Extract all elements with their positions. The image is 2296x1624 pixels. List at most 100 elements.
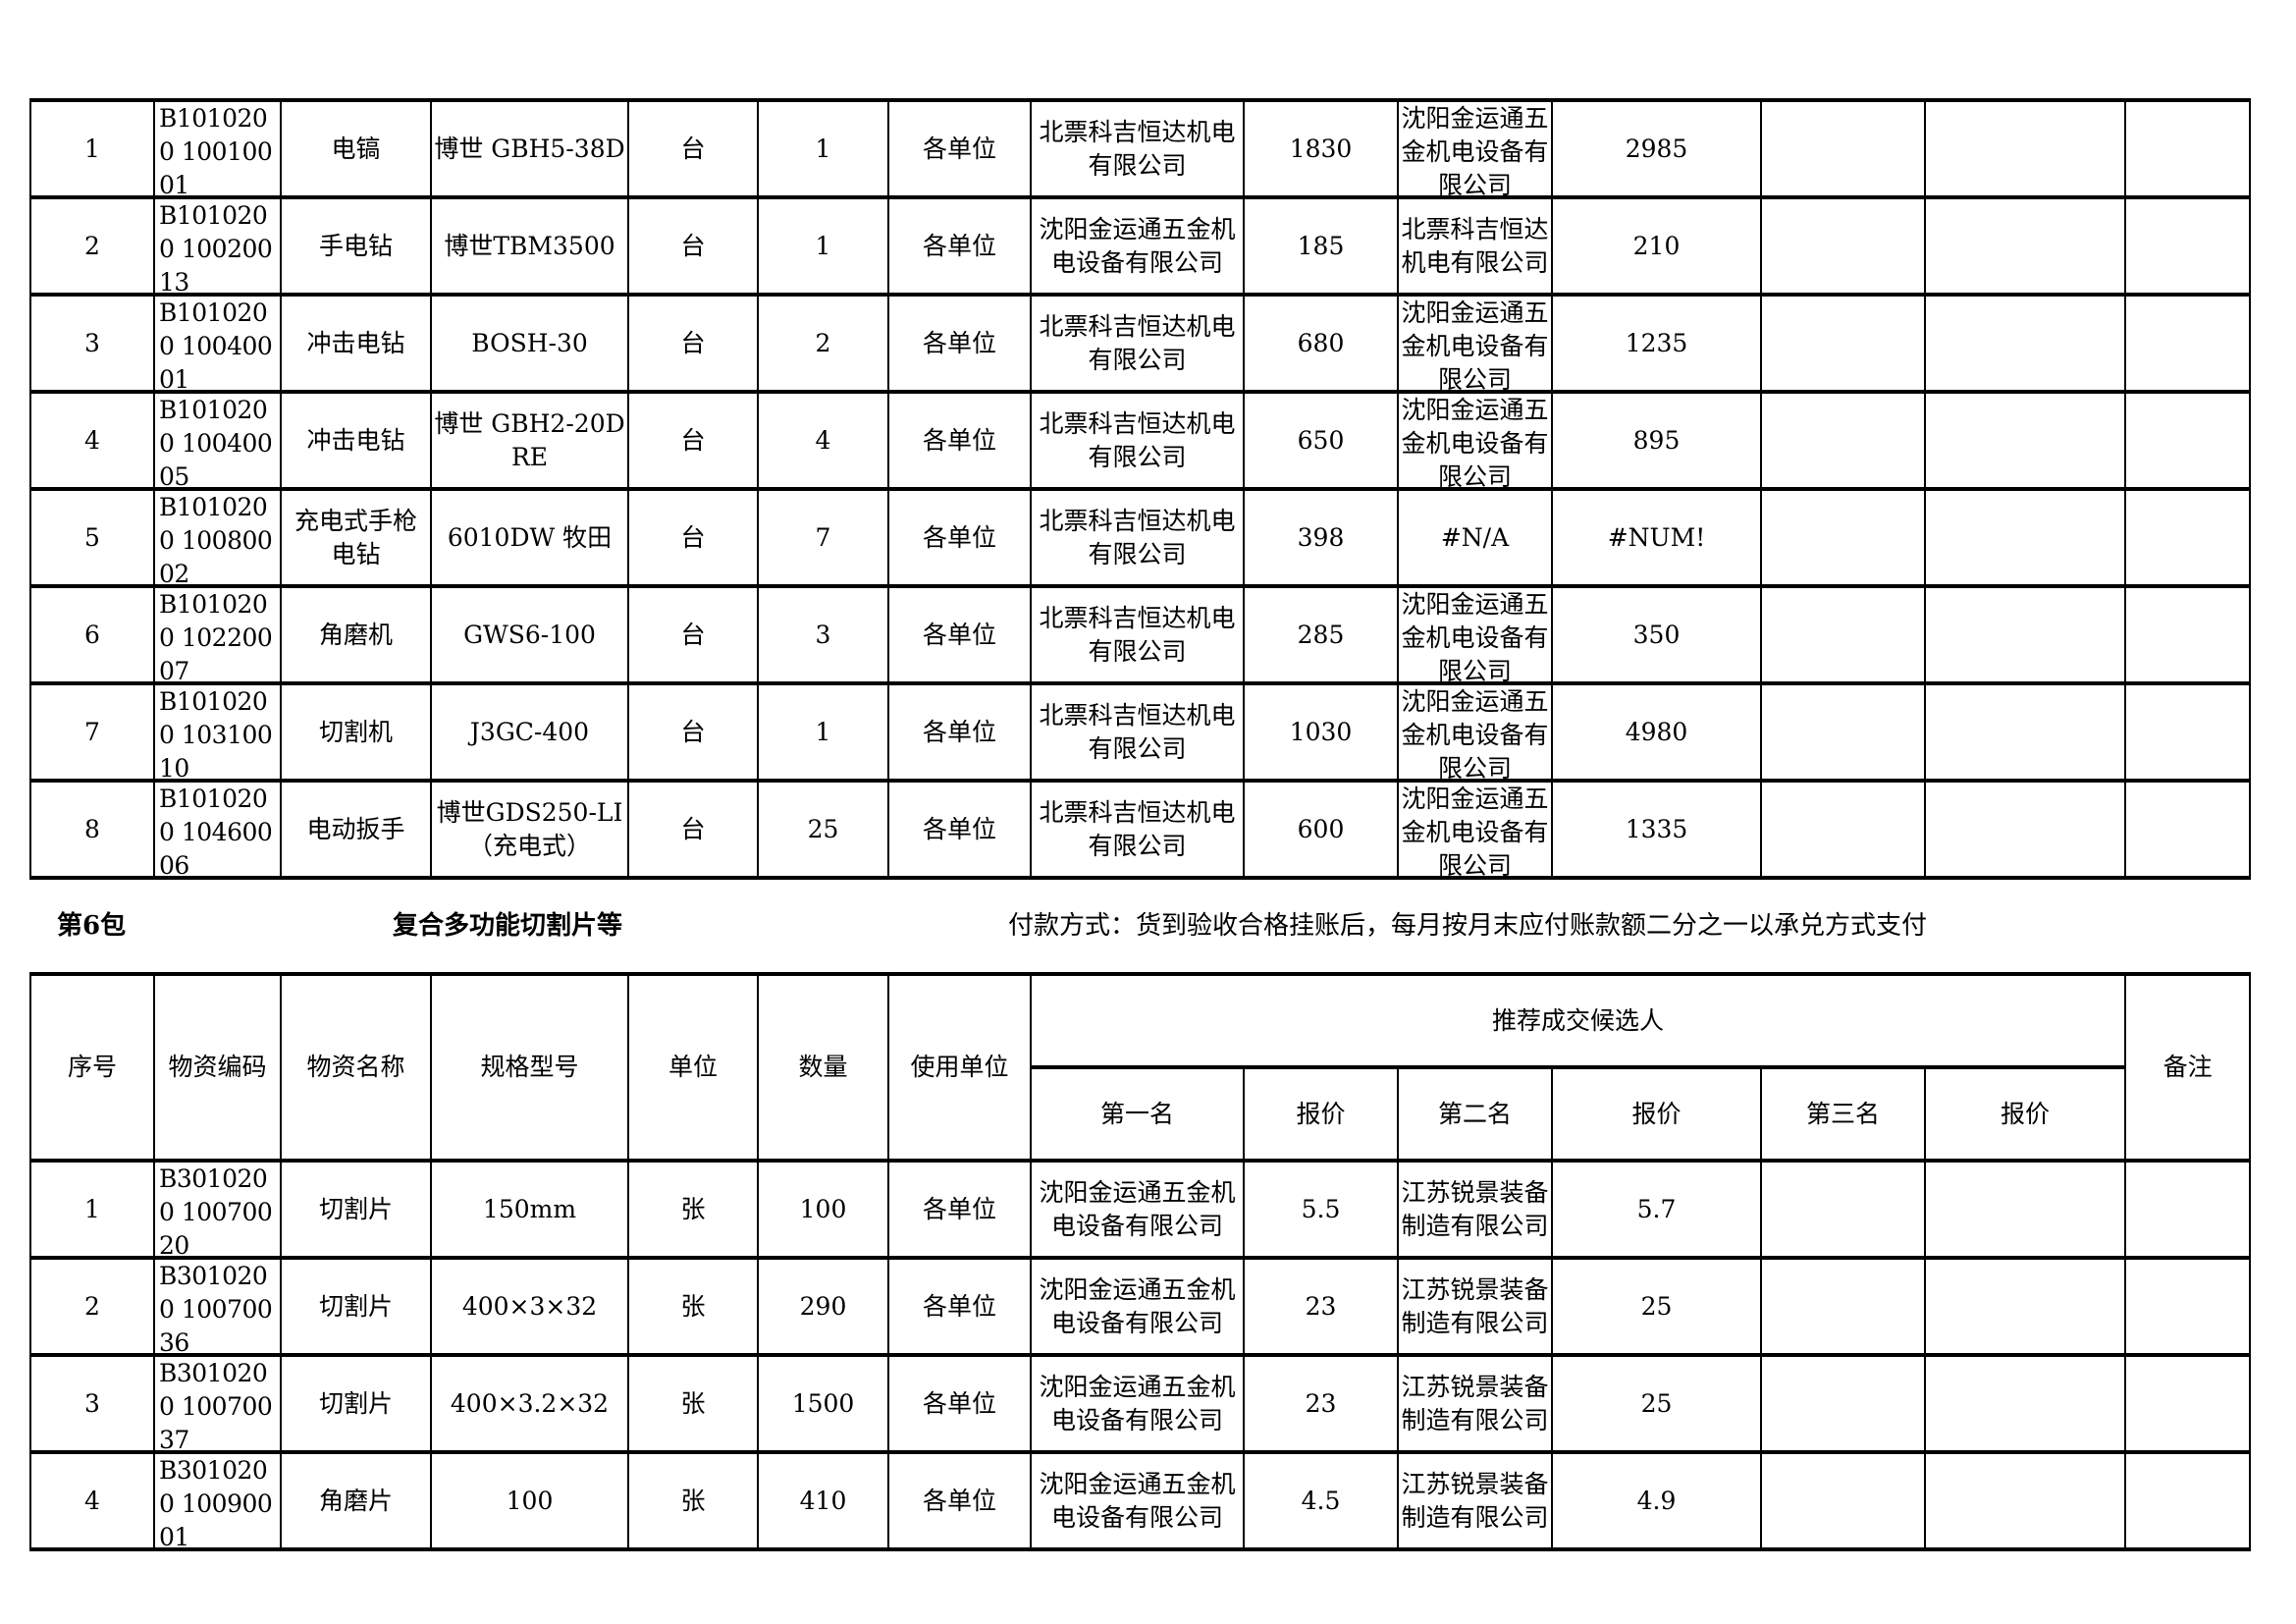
cell-name: 电动扳手 (280, 779, 432, 880)
cell-price3 (1924, 98, 2126, 199)
header-name: 物资名称 (280, 972, 432, 1163)
cell-unit: 台 (627, 293, 759, 394)
cell-qty-text: 1500 (791, 1388, 855, 1418)
cell-unit: 张 (627, 1159, 759, 1260)
cell-price2: 350 (1551, 584, 1762, 685)
table-row: 2 B1010200 10020013 手电钻 博世TBM3500 台 1 各单位 沈阳金运通… (29, 195, 2251, 297)
cell-first-text: 北票科吉恒达机电有限公司 (1039, 700, 1236, 763)
table-row: 1 B3010200 10070020 切割片 150mm 张 100 各单位 沈阳金运通五金… (29, 1159, 2252, 1260)
cell-name: 角磨片 (280, 1450, 432, 1551)
table-row: 2 B3010200 10070036 切割片 400×3×32 张 290 各单位 沈阳金运… (29, 1256, 2252, 1357)
cell-second: 沈阳金运通五金机电设备有限公司 (1397, 779, 1553, 880)
cell-first: 沈阳金运通五金机电设备有限公司 (1030, 195, 1245, 297)
cell-spec-text: 博世TBM3500 (444, 231, 615, 260)
cell-unit: 张 (627, 1353, 759, 1454)
cell-unit: 台 (627, 779, 759, 880)
header-first: 第一名 (1030, 1065, 1245, 1163)
cell-unit-text: 台 (680, 522, 706, 552)
cell-second: 沈阳金运通五金机电设备有限公司 (1397, 390, 1553, 491)
cell-spec: 6010DW 牧田 (430, 487, 629, 588)
cell-remark (2124, 1159, 2252, 1260)
cell-code: B1010200 10080002 (153, 487, 282, 588)
cell-code-text: B3010200 10090001 (159, 1456, 273, 1547)
table-row: 3 B1010200 10040001 冲击电钻 BOSH-30 台 2 各单位 北票科吉恒达… (29, 293, 2251, 394)
cell-price1: 23 (1243, 1256, 1399, 1357)
package-5-table: 1 B1010200 10010001 电镐 博世 GBH5-38D 台 1 各单位 北票科吉… (29, 98, 2251, 880)
cell-price2: 5.7 (1551, 1159, 1762, 1260)
header-price2: 报价 (1551, 1065, 1762, 1163)
cell-price2-text: 2985 (1625, 134, 1688, 163)
cell-qty: 290 (757, 1256, 889, 1357)
cell-unit: 台 (627, 681, 759, 783)
cell-price1: 600 (1243, 779, 1399, 880)
cell-name: 切割片 (280, 1159, 432, 1260)
cell-no: 4 (29, 390, 155, 491)
cell-remark (2124, 98, 2251, 199)
cell-no: 3 (29, 1353, 155, 1454)
cell-remark (2124, 584, 2251, 685)
cell-spec: 150mm (430, 1159, 629, 1260)
cell-user: 各单位 (887, 195, 1032, 297)
cell-third (1760, 779, 1926, 880)
cell-no: 2 (29, 1256, 155, 1357)
cell-first: 沈阳金运通五金机电设备有限公司 (1030, 1159, 1245, 1260)
cell-unit: 台 (627, 98, 759, 199)
cell-price2-text: 1235 (1625, 328, 1688, 357)
cell-unit-text: 台 (680, 814, 706, 843)
cell-code: B1010200 10460006 (153, 779, 282, 880)
cell-first-text: 沈阳金运通五金机电设备有限公司 (1039, 1177, 1236, 1240)
cell-second-text: 北票科吉恒达机电有限公司 (1401, 214, 1549, 277)
cell-second-text: #N/A (1440, 522, 1510, 552)
cell-price1: 680 (1243, 293, 1399, 394)
cell-price1-text: 285 (1297, 620, 1345, 649)
cell-price3 (1923, 1353, 2127, 1454)
cell-user: 各单位 (887, 779, 1032, 880)
table-row: 4 B3010200 10090001 角磨片 100 张 410 各单位 沈阳金运通五金机电… (29, 1450, 2252, 1551)
cell-remark (2124, 195, 2251, 297)
cell-user-text: 各单位 (922, 1291, 996, 1321)
cell-unit-text: 台 (680, 134, 706, 163)
cell-user: 各单位 (887, 584, 1032, 685)
cell-first: 沈阳金运通五金机电设备有限公司 (1030, 1450, 1245, 1551)
cell-user-text: 各单位 (922, 717, 996, 746)
cell-unit-text: 张 (680, 1486, 706, 1515)
cell-no: 1 (29, 1159, 155, 1260)
cell-qty-text: 1 (815, 231, 831, 260)
cell-code-text: B1010200 10010001 (159, 104, 273, 195)
cell-first-text: 沈阳金运通五金机电设备有限公司 (1039, 214, 1236, 277)
cell-price2-text: #NUM! (1607, 522, 1706, 552)
cell-unit-text: 张 (680, 1194, 706, 1223)
cell-first-text: 北票科吉恒达机电有限公司 (1039, 506, 1236, 568)
cell-no: 5 (29, 487, 155, 588)
cell-first-text: 沈阳金运通五金机电设备有限公司 (1039, 1274, 1236, 1337)
cell-spec-text: 150mm (482, 1194, 577, 1223)
cell-spec-text: 博世 GBH5-38D (434, 134, 625, 163)
header-row: 序号 物资编码 物资名称 规格型号 单位 数量 使用单位 推荐成交候选人 备注 (29, 972, 2252, 1163)
cell-qty: 2 (757, 293, 889, 394)
cell-first: 北票科吉恒达机电有限公司 (1030, 584, 1245, 685)
cell-third (1760, 195, 1926, 297)
cell-unit-text: 张 (680, 1291, 706, 1321)
cell-price2: #NUM! (1551, 487, 1762, 588)
cell-code: B3010200 10090001 (153, 1450, 282, 1551)
cell-third (1760, 1256, 1926, 1357)
cell-first: 沈阳金运通五金机电设备有限公司 (1030, 1353, 1245, 1454)
cell-user: 各单位 (887, 390, 1032, 491)
cell-qty-text: 2 (815, 328, 831, 357)
cell-no-text: 7 (84, 717, 100, 746)
cell-unit: 张 (627, 1450, 759, 1551)
cell-spec-text: 博世GDS250-LI（充电式） (436, 797, 623, 860)
cell-user: 各单位 (887, 487, 1032, 588)
cell-spec: 博世 GBH2-20DRE (430, 390, 629, 491)
cell-second-text: 沈阳金运通五金机电设备有限公司 (1401, 687, 1549, 779)
cell-price1: 650 (1243, 390, 1399, 491)
cell-qty: 4 (757, 390, 889, 491)
cell-second: 江苏锐景装备制造有限公司 (1397, 1353, 1553, 1454)
cell-first-text: 北票科吉恒达机电有限公司 (1039, 117, 1236, 180)
cell-name-text: 切割片 (318, 1194, 393, 1223)
header-remark: 备注 (2124, 972, 2252, 1163)
cell-first: 沈阳金运通五金机电设备有限公司 (1030, 1256, 1245, 1357)
payment-terms: 付款方式：货到验收合格挂账后，每月按月末应付账款额二分之一以承兑方式支付 (1008, 911, 1928, 941)
cell-remark (2124, 681, 2251, 783)
cell-remark (2124, 779, 2251, 880)
